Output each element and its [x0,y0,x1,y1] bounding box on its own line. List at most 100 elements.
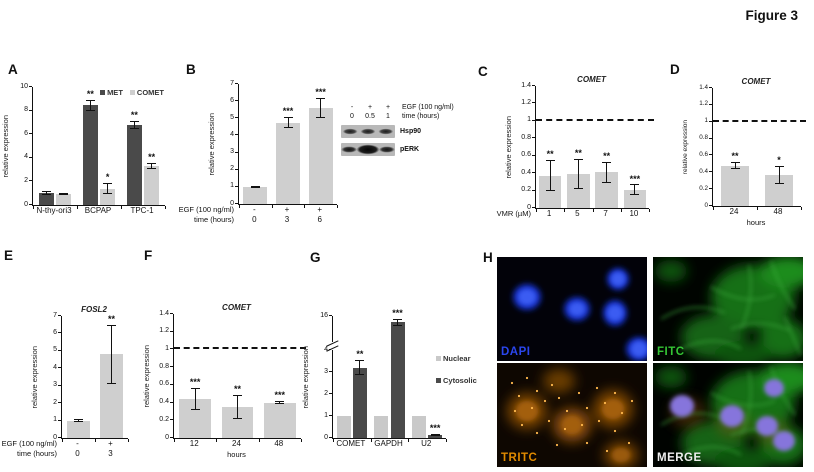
y-tick-label: 16 [320,311,328,319]
y-tick-label: 0.8 [521,133,531,141]
y-tick-mark [170,401,173,403]
significance-stars: ** [107,313,115,324]
error-bar [190,388,200,410]
x-tick-mark [62,439,63,442]
y-tick-mark [58,367,61,369]
y-tick-mark [235,185,238,187]
x-axis-title: hours [227,450,246,459]
y-tick-label: 0.2 [159,415,169,423]
bar [144,166,160,205]
bar [428,434,443,438]
y-tick-label: 1.2 [699,100,708,108]
x-tick-mark [128,439,129,442]
bar [721,165,749,206]
y-tick-mark [329,371,332,373]
x-tick-mark [337,205,338,208]
error-bar [545,160,555,192]
dapi-label: DAPI [501,346,531,358]
western-blot: - + + EGF (100 ng/ml) 0 0.5 1 time (hours) Hsp90… [341,103,454,156]
x-tick-label: + [108,439,113,448]
x-tick-mark [620,209,622,212]
error-bar [430,433,440,436]
dapi-image [497,257,647,361]
x-tick-mark [301,439,302,442]
y-tick-label: 4 [53,363,57,371]
error-bar [233,394,242,420]
y-tick-mark [170,419,173,421]
plot-area: *** *** [238,84,338,208]
x-tick-label: GAPDH [374,439,403,448]
bar [56,193,72,205]
bar [623,189,647,208]
plot-area: ** * [712,88,806,210]
y-tick-mark [329,437,332,438]
x-tick-label: U2 [421,439,432,448]
micrograph-dapi: DAPI [497,257,647,361]
micrograph-tritc: TRITC [497,363,647,467]
y-tick-label: 0.4 [521,168,531,176]
reference-line [713,119,806,122]
x-tick-mark [333,439,334,442]
x-tick-mark [121,206,122,209]
y-tick-label: 0.6 [159,380,169,388]
plot-area: *** ** *** [173,314,306,442]
x-axis: 12 24 48 hours [173,439,300,459]
x-tick-mark [77,206,78,209]
chart-title: COMET [577,75,606,84]
bar [243,186,268,204]
legend-swatch [129,90,135,95]
y-axis: 0 1 2 3 4 5 6 7 [39,312,61,441]
x-tick-mark [33,206,34,209]
figure-title: Figure 3 [745,8,798,23]
y-tick-mark [58,437,61,438]
y-tick-mark [235,117,238,119]
y-tick-label: 1 [165,344,169,352]
significance-stars: ** [86,89,94,99]
y-axis: 0 1 2 3 4 5 6 7 [216,80,238,207]
y-tick-mark [170,437,173,438]
blot-lane-label: 1 [386,113,390,120]
y-tick-mark [709,103,712,105]
bar [275,122,301,204]
bar [374,416,389,438]
x-axis: VMR (µM) 1 5 7 10 [497,209,648,219]
y-tick-mark [709,171,712,173]
x-tick-label: + [317,205,323,214]
y-tick-mark [532,189,535,191]
y-tick-label: 0 [24,200,28,208]
y-tick-label: 2 [24,176,28,184]
plot-area: ** [61,313,129,442]
blot-row-header: time (hours) [402,113,440,120]
blot-band-label: Hsp90 [400,128,422,135]
x-tick-mark [757,207,758,210]
panel-label-f: F [144,248,153,263]
error-bar [774,165,784,185]
chart-nuclear-cytosolic: relative expression 0 1 2 3 4 16 ** *** *** Nuclea… [300,309,477,449]
x-tick-mark [564,209,566,212]
significance-stars: *** [274,389,286,400]
y-tick-label: 4 [324,345,328,353]
y-tick-mark [709,188,712,190]
y-tick-mark [235,168,238,170]
bar [82,105,98,205]
significance-stars: *** [315,86,326,97]
y-tick-mark [235,100,238,102]
x-tick-mark [304,205,306,208]
x-tick-label: 0 [75,449,80,458]
blot-header-row: 0 0.5 1 time (hours) [343,112,439,121]
y-axis-label: relative expression [0,115,10,178]
error-bar [630,184,640,195]
x-tick-label: 48 [274,439,284,448]
y-tick-mark [329,415,332,416]
y-tick-mark [170,313,173,314]
y-tick-mark [532,137,535,139]
bar [390,322,405,438]
y-tick-label: 6 [24,129,28,137]
y-tick-mark [532,207,535,208]
x-tick-mark [174,439,175,442]
error-bar [393,319,402,326]
y-tick-label: 1.2 [159,327,169,335]
y-tick-label: 2 [53,398,57,406]
y-tick-label: 0.2 [699,184,708,192]
significance-stars: * [777,154,781,165]
